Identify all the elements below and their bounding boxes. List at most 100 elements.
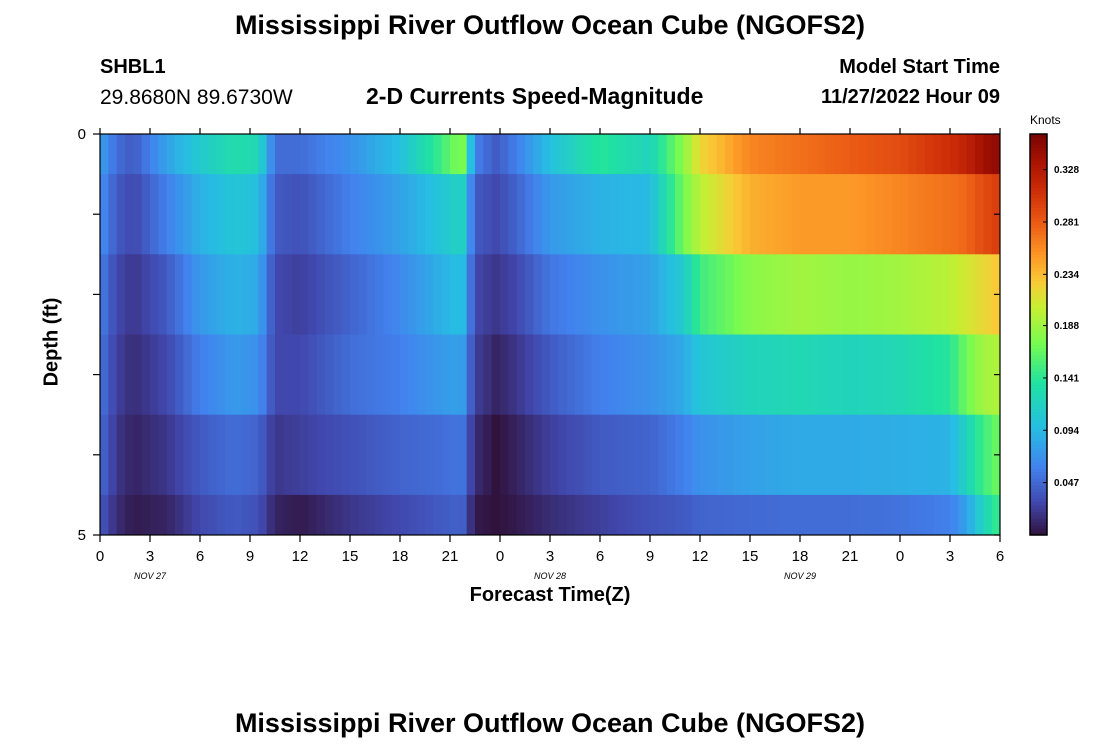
heatmap-cell bbox=[841, 334, 851, 416]
heatmap-cell bbox=[591, 414, 601, 496]
heatmap-cell bbox=[575, 334, 584, 416]
heatmap-cell bbox=[266, 134, 276, 175]
heatmap-cell bbox=[408, 174, 418, 255]
colorbar-segment bbox=[1030, 294, 1047, 299]
heatmap-cell bbox=[733, 334, 743, 416]
heatmap-cell bbox=[191, 494, 201, 535]
heatmap-cell bbox=[108, 414, 118, 496]
heatmap-cell bbox=[925, 334, 934, 416]
heatmap-cell bbox=[108, 134, 118, 175]
heatmap-cell bbox=[583, 134, 593, 175]
heatmap-cell bbox=[408, 334, 418, 416]
x-tick-label: 6 bbox=[596, 548, 604, 565]
heatmap-cell bbox=[366, 334, 376, 416]
heatmap-cell bbox=[300, 134, 309, 175]
heatmap-cell bbox=[191, 134, 201, 175]
heatmap-cell bbox=[958, 334, 968, 416]
heatmap-cell bbox=[533, 334, 543, 416]
heatmap-cell bbox=[975, 334, 984, 416]
heatmap-cell bbox=[441, 134, 451, 175]
heatmap-cell bbox=[700, 254, 709, 336]
heatmap-cell bbox=[383, 494, 393, 535]
heatmap-cell bbox=[908, 334, 918, 416]
heatmap-cell bbox=[650, 134, 659, 175]
x-axis: 0 3 6 9 12 15 18 21 0 3 6 9 12 15 18 21 0 3 6 NOV 27 NOV 28 N… bbox=[96, 128, 1004, 581]
heatmap-cell bbox=[750, 254, 759, 336]
heatmap-cell bbox=[258, 174, 268, 255]
heatmap-cell bbox=[950, 414, 959, 496]
heatmap-cell bbox=[591, 334, 601, 416]
heatmap-cell bbox=[116, 334, 126, 416]
heatmap-cell bbox=[891, 494, 901, 535]
heatmap-cell bbox=[450, 334, 459, 416]
heatmap-cell bbox=[725, 134, 734, 175]
heatmap-cell bbox=[766, 494, 776, 535]
heatmap-cell bbox=[575, 494, 584, 535]
heatmap-cell bbox=[191, 414, 201, 496]
heatmap-cell bbox=[591, 254, 601, 336]
heatmap-cell bbox=[400, 174, 409, 255]
heatmap-cell bbox=[533, 414, 543, 496]
heatmap-cell bbox=[750, 414, 759, 496]
heatmap-cell bbox=[225, 174, 234, 255]
heatmap-cell bbox=[875, 494, 884, 535]
heatmap-cell bbox=[316, 494, 326, 535]
colorbar-segment bbox=[1030, 361, 1047, 366]
heatmap-cell bbox=[550, 494, 559, 535]
heatmap-cell bbox=[600, 494, 609, 535]
heatmap-cell bbox=[558, 174, 568, 255]
heatmap-cell bbox=[391, 254, 401, 336]
x-tick-label: 0 bbox=[896, 548, 904, 565]
heatmap-cell bbox=[483, 414, 493, 496]
heatmap-cell bbox=[208, 134, 218, 175]
heatmap-cell bbox=[375, 334, 384, 416]
heatmap-cell bbox=[666, 414, 676, 496]
colorbar-segment bbox=[1030, 438, 1047, 442]
heatmap-cell bbox=[983, 174, 993, 255]
heatmap-cell bbox=[125, 174, 134, 255]
heatmap-cell bbox=[308, 174, 318, 255]
heatmap-cell bbox=[866, 254, 876, 336]
heatmap-cell bbox=[675, 134, 684, 175]
heatmap-cell bbox=[441, 494, 451, 535]
colorbar-segment bbox=[1030, 511, 1047, 516]
heatmap-cell bbox=[700, 414, 709, 496]
heatmap-cell bbox=[716, 134, 726, 175]
heatmap-cell bbox=[491, 134, 501, 175]
x-tick-label: 3 bbox=[146, 548, 154, 565]
heatmap-cell bbox=[650, 174, 659, 255]
colorbar-segment bbox=[1030, 254, 1047, 259]
heatmap-cell bbox=[700, 174, 709, 255]
colorbar-segment bbox=[1030, 220, 1047, 225]
heatmap-cell bbox=[350, 414, 359, 496]
heatmap-cell bbox=[850, 174, 859, 255]
heatmap-cell bbox=[400, 334, 409, 416]
heatmap-cell bbox=[833, 174, 843, 255]
heatmap-cell bbox=[441, 414, 451, 496]
heatmap-cell bbox=[900, 174, 909, 255]
colorbar-segment bbox=[1030, 281, 1047, 285]
colorbar-segment bbox=[1030, 287, 1047, 292]
heatmap-cell bbox=[308, 134, 318, 175]
heatmap-cell bbox=[450, 414, 459, 496]
heatmap-cell bbox=[425, 134, 434, 175]
heatmap-cell bbox=[316, 174, 326, 255]
heatmap-cell bbox=[875, 254, 884, 336]
colorbar-segment bbox=[1030, 441, 1047, 446]
colorbar-segment bbox=[1030, 250, 1047, 255]
heatmap-cell bbox=[758, 334, 768, 416]
heatmap-cell bbox=[733, 494, 743, 535]
heatmap-cell bbox=[500, 254, 509, 336]
colorbar-segment bbox=[1030, 464, 1047, 469]
heatmap-cell bbox=[525, 174, 534, 255]
heatmap-cell bbox=[983, 334, 993, 416]
colorbar-segment bbox=[1030, 387, 1047, 392]
heatmap-cell bbox=[266, 414, 276, 496]
heatmap-cell bbox=[708, 334, 718, 416]
heatmap-cell bbox=[433, 494, 443, 535]
colorbar-segment bbox=[1030, 187, 1047, 192]
heatmap-cell bbox=[241, 494, 251, 535]
heatmap-cell bbox=[308, 254, 318, 336]
heatmap-cell bbox=[875, 414, 884, 496]
